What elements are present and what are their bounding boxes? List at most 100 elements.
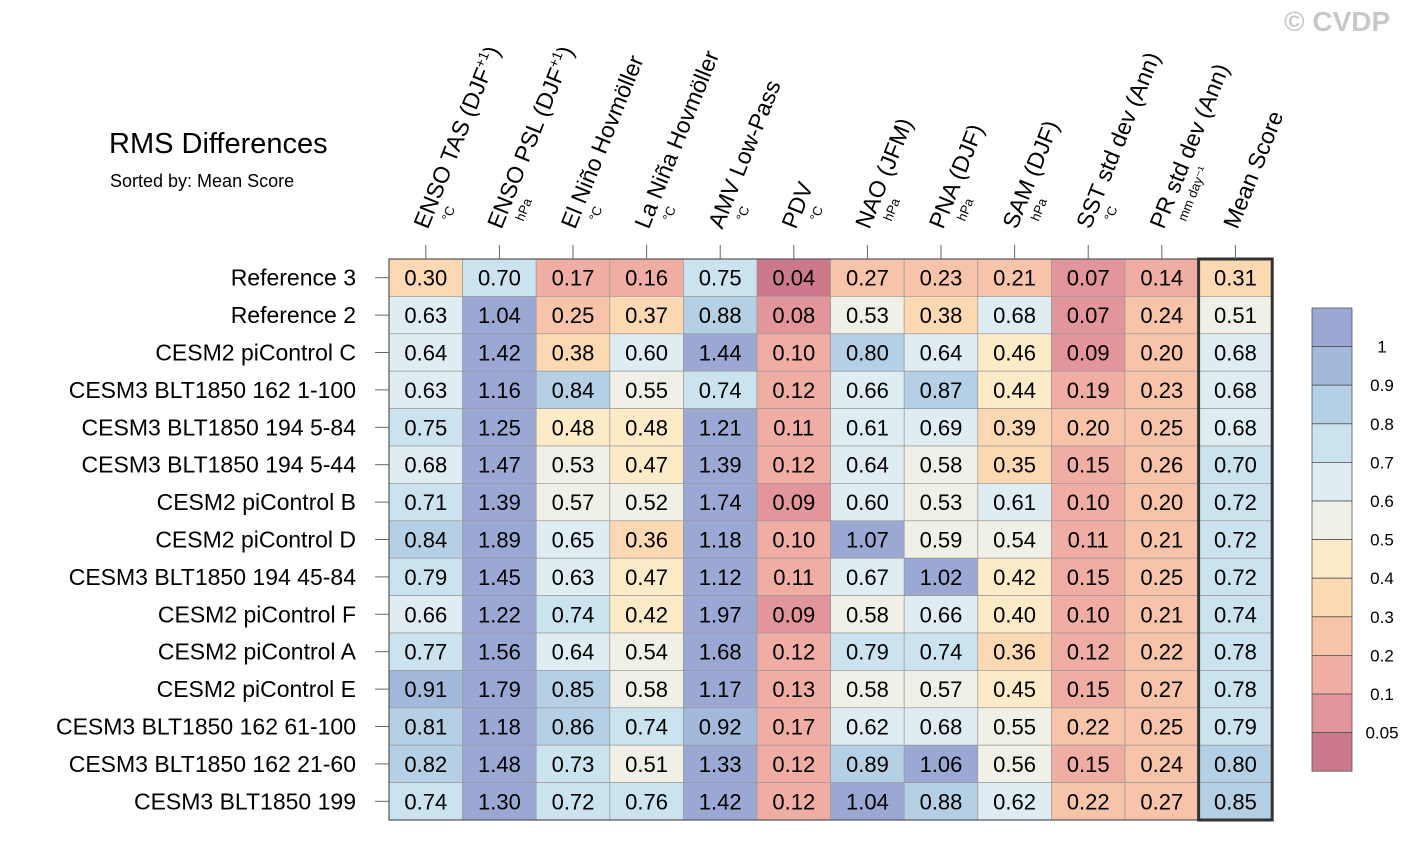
cell-value: 0.61 xyxy=(846,415,889,440)
column-unit: °C xyxy=(807,204,826,223)
heatmap-cell xyxy=(1124,782,1199,821)
heatmap-cell xyxy=(977,632,1052,671)
heatmap-cell xyxy=(977,445,1052,484)
cell-value: 0.08 xyxy=(772,303,815,328)
heatmap-cell xyxy=(830,296,905,335)
row-label: CESM2 piControl E xyxy=(157,676,356,702)
cell-value: 1.17 xyxy=(699,677,742,702)
heatmap-cell xyxy=(903,520,979,559)
cell-value: 0.53 xyxy=(920,490,963,515)
cell-value: 0.27 xyxy=(846,266,889,291)
row-label: CESM3 BLT1850 162 61-100 xyxy=(56,714,356,740)
cell-value: 0.77 xyxy=(404,640,447,665)
heatmap-cell xyxy=(1198,483,1273,522)
cell-value: 0.58 xyxy=(920,453,963,478)
heatmap-cell xyxy=(756,707,831,746)
heatmap-cell xyxy=(1051,632,1126,671)
cell-value: 0.51 xyxy=(1214,303,1257,328)
column-unit: °C xyxy=(586,204,605,223)
cell-value: 0.20 xyxy=(1140,490,1183,515)
cell-value: 1.79 xyxy=(478,677,521,702)
heatmap-cell xyxy=(830,595,905,634)
cell-value: 0.68 xyxy=(1214,378,1257,403)
heatmap-cells xyxy=(388,258,1273,821)
cell-value: 0.12 xyxy=(1067,640,1110,665)
heatmap-cell xyxy=(609,557,684,596)
heatmap-cell xyxy=(683,408,758,447)
cell-value: 0.63 xyxy=(404,303,447,328)
heatmap-cell xyxy=(1198,632,1273,671)
heatmap-cell xyxy=(977,333,1052,372)
heatmap-cell xyxy=(535,483,611,522)
heatmap-cell xyxy=(609,445,684,484)
cell-value: 0.80 xyxy=(846,341,889,366)
row-label: CESM2 piControl B xyxy=(157,489,356,515)
heatmap-cell xyxy=(977,782,1052,821)
cell-value: 0.81 xyxy=(404,715,447,740)
heatmap-cell xyxy=(756,370,831,409)
heatmap-cell xyxy=(756,744,831,783)
heatmap-cell xyxy=(830,670,905,709)
heatmap-cell xyxy=(903,258,979,297)
cell-value: 1.02 xyxy=(920,565,963,590)
heatmap-cell xyxy=(683,445,758,484)
cell-value: 0.72 xyxy=(1214,528,1257,553)
heatmap-cell xyxy=(388,408,463,447)
heatmap-cell xyxy=(830,632,905,671)
cell-value: 0.10 xyxy=(772,528,815,553)
cell-value: 1.44 xyxy=(699,341,742,366)
heatmap-cell xyxy=(903,782,979,821)
cell-value: 0.51 xyxy=(625,752,668,777)
cell-value: 0.74 xyxy=(552,602,595,627)
cell-value: 1.56 xyxy=(478,640,521,665)
heatmap-cell xyxy=(1051,557,1126,596)
heatmap-cell xyxy=(609,744,684,783)
cell-value: 0.15 xyxy=(1067,565,1110,590)
cell-value: 1.48 xyxy=(478,752,521,777)
cell-value: 0.45 xyxy=(993,677,1036,702)
cell-value: 0.75 xyxy=(404,415,447,440)
cell-value: 0.85 xyxy=(1214,789,1257,814)
cell-value: 0.04 xyxy=(772,266,815,291)
cell-value: 0.53 xyxy=(846,303,889,328)
cell-value: 0.31 xyxy=(1214,266,1257,291)
cell-value: 0.79 xyxy=(1214,715,1257,740)
cell-value: 0.07 xyxy=(1067,303,1110,328)
cell-value: 0.16 xyxy=(625,266,668,291)
cell-value: 1.39 xyxy=(699,453,742,478)
colorbar-box xyxy=(1311,500,1353,540)
heatmap-cell xyxy=(1051,744,1126,783)
heatmap-cell xyxy=(388,370,463,409)
heatmap-cell xyxy=(683,370,758,409)
heatmap-cell xyxy=(683,296,758,335)
cell-value: 0.68 xyxy=(993,303,1036,328)
heatmap-cell xyxy=(903,408,979,447)
heatmap-cell xyxy=(1051,483,1126,522)
heatmap-cell xyxy=(535,595,611,634)
colorbar-box xyxy=(1311,616,1353,656)
cell-value: 0.74 xyxy=(699,378,742,403)
colorbar-box xyxy=(1311,539,1353,579)
colorbar-box xyxy=(1311,732,1353,772)
cell-value: 0.42 xyxy=(625,602,668,627)
heatmap-cell xyxy=(830,782,905,821)
heatmap-cell xyxy=(535,333,611,372)
cell-value: 0.58 xyxy=(846,677,889,702)
heatmap-cell xyxy=(535,782,611,821)
heatmap-cell xyxy=(388,707,463,746)
cell-value: 0.42 xyxy=(993,565,1036,590)
heatmap-cell xyxy=(1124,595,1199,634)
colorbar xyxy=(1311,307,1353,772)
cell-value: 1.74 xyxy=(699,490,742,515)
colorbar-box xyxy=(1311,461,1353,502)
cell-value: 0.10 xyxy=(1067,602,1110,627)
colorbar-box xyxy=(1311,384,1353,425)
colorbar-label: 0.5 xyxy=(1370,531,1394,550)
heatmap-cell xyxy=(903,595,979,634)
row-label: CESM3 BLT1850 199 xyxy=(134,788,356,814)
cell-value: 1.42 xyxy=(699,789,742,814)
row-label: CESM2 piControl A xyxy=(158,639,357,665)
column-unit: °C xyxy=(733,204,752,223)
cell-value: 0.66 xyxy=(846,378,889,403)
